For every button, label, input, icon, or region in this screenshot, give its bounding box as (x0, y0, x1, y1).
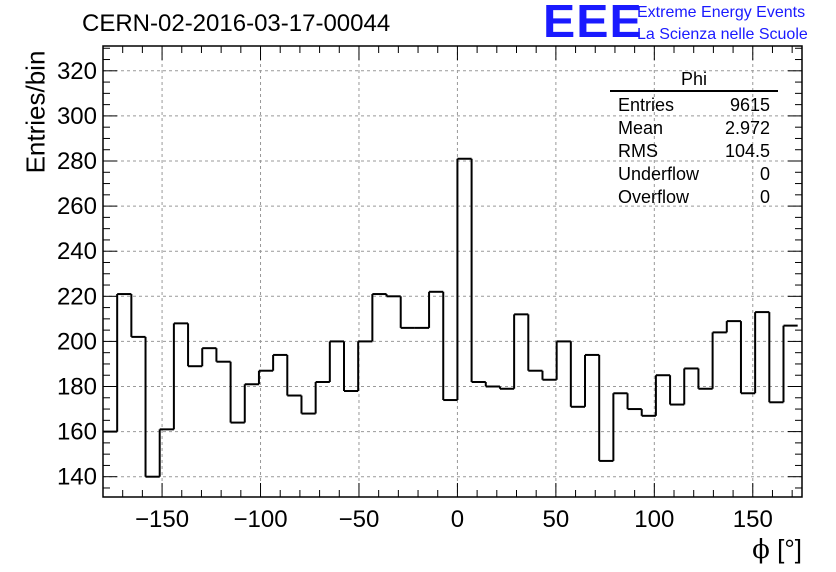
y-tick-label: 320 (57, 58, 97, 85)
stats-value: 9615 (729, 95, 770, 115)
x-axis-label-unit: [°] (777, 534, 802, 564)
x-tick-label: −50 (339, 506, 380, 533)
stats-label: Entries (618, 95, 675, 115)
y-tick-label: 280 (57, 148, 97, 175)
x-tick-label: 0 (451, 506, 464, 533)
y-tick-label: 220 (57, 283, 97, 310)
stats-row-mean: Mean 2.972 (610, 117, 778, 140)
eee-logo-line-1: Extreme Energy Events (637, 4, 806, 21)
stats-label: Underflow (618, 164, 700, 184)
stats-value: 2.972 (724, 118, 770, 138)
x-tick-label: −100 (233, 506, 287, 533)
chart-title: CERN-02-2016-03-17-00044 (82, 10, 391, 37)
x-tick-label: 150 (733, 506, 773, 533)
stats-row-overflow: Overflow 0 (610, 186, 778, 209)
x-tick-label: 100 (634, 506, 674, 533)
stats-label: RMS (618, 141, 658, 161)
y-tick-label: 240 (57, 238, 97, 265)
y-tick-label: 160 (57, 419, 97, 446)
y-tick-label: 200 (57, 328, 97, 355)
stats-divider (610, 90, 778, 92)
stats-row-rms: RMS 104.5 (610, 140, 778, 163)
stats-value: 104.5 (724, 141, 770, 161)
x-axis-label-symbol: ϕ (752, 535, 770, 565)
stats-value: 0 (759, 164, 770, 184)
y-tick-label: 300 (57, 103, 97, 130)
stats-box: Phi Entries 9615 Mean 2.972 RMS 104.5 Un… (610, 68, 778, 209)
x-tick-label: 50 (543, 506, 570, 533)
x-tick-label: −150 (135, 506, 189, 533)
y-tick-label: 180 (57, 374, 97, 401)
x-axis-label: ϕ [°] (752, 534, 802, 565)
stats-row-entries: Entries 9615 (610, 94, 778, 117)
stats-title: Phi (680, 69, 707, 89)
y-tick-label: 140 (57, 464, 97, 491)
stats-label: Overflow (618, 187, 690, 207)
stats-row-underflow: Underflow 0 (610, 163, 778, 186)
stats-label: Mean (618, 118, 664, 138)
eee-logo-line-2: La Scienza nelle Scuole (637, 26, 808, 43)
y-tick-label: 260 (57, 193, 97, 220)
stats-value: 0 (759, 187, 770, 207)
eee-logo-mark: EEE (543, 0, 643, 47)
eee-logo: EEE Extreme Energy Events La Scienza nel… (543, 0, 833, 47)
plot-frame (102, 45, 803, 498)
